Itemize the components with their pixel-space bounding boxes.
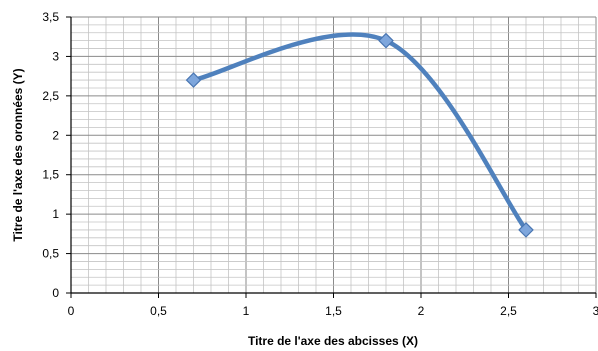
y-tick-label: 3	[52, 49, 59, 63]
y-axis-title: Titre de l'axe des oronnées (Y)	[11, 68, 25, 241]
x-tick-label: 3	[593, 304, 598, 318]
data-point-marker	[518, 222, 534, 238]
grid	[70, 16, 597, 294]
x-axis-title: Titre de l'axe des abcisses (X)	[248, 334, 418, 348]
y-tick-label: 0	[52, 286, 59, 300]
y-tick-label: 3,5	[42, 10, 59, 24]
y-tick-label: 0,5	[42, 247, 59, 261]
x-tick-label: 2,5	[500, 304, 517, 318]
x-tick-label: 0	[68, 304, 75, 318]
y-tick-label: 1	[52, 207, 59, 221]
axes	[66, 16, 597, 298]
series	[185, 32, 534, 238]
data-point-marker	[378, 32, 394, 49]
y-tick-label: 2,5	[42, 89, 59, 103]
tick-labels: 0 0,5 1 1,5 2 2,5 3 0 0,5 1 1,5 2 2,5 3 3,5	[42, 10, 598, 318]
y-tick-label: 1,5	[42, 168, 59, 182]
x-tick-label: 1,5	[325, 304, 342, 318]
x-tick-label: 1	[243, 304, 250, 318]
data-point-marker	[185, 72, 202, 88]
x-tick-label: 0,5	[150, 304, 167, 318]
y-tick-label: 2	[52, 128, 59, 142]
x-tick-label: 2	[418, 304, 425, 318]
